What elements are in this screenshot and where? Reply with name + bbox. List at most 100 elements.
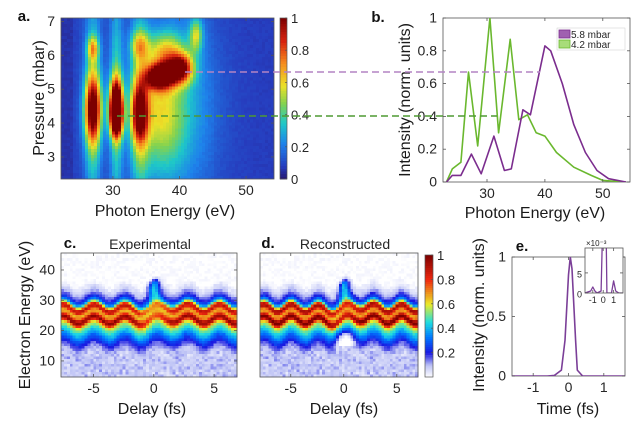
heatmap-cell: [87, 268, 91, 272]
heatmap-cell: [238, 44, 242, 49]
heatmap-cell: [232, 170, 236, 174]
heatmap-cell: [116, 333, 121, 337]
heatmap-cell: [107, 278, 112, 283]
heatmap-cell: [121, 146, 125, 150]
heatmap-cell: [199, 110, 203, 115]
heatmap-cell: [121, 77, 125, 82]
heatmap-cell: [241, 32, 245, 37]
heatmap-cell: [271, 107, 274, 112]
heatmap-cell: [157, 32, 161, 37]
heatmap-cell: [112, 158, 116, 162]
heatmap-cell: [259, 38, 263, 43]
heatmap-cell: [73, 110, 77, 115]
heatmap-cell: [107, 348, 112, 352]
heatmap-cell: [238, 74, 242, 79]
heatmap-cell: [118, 89, 122, 94]
heatmap-cell: [193, 134, 197, 138]
heatmap-cell: [226, 71, 230, 76]
heatmap-cell: [247, 80, 251, 85]
heatmap-cell: [81, 265, 86, 270]
heatmap-cell: [154, 143, 158, 147]
heatmap-cell: [178, 77, 182, 82]
heatmap-cell: [250, 101, 254, 106]
heatmap-cell: [103, 152, 107, 156]
heatmap-cell: [223, 74, 227, 79]
heatmap-cell: [72, 276, 77, 280]
heatmap-cell: [148, 38, 152, 43]
heatmap-cell: [166, 92, 170, 97]
heatmap-cell: [205, 65, 209, 70]
heatmap-cell: [250, 71, 254, 76]
heatmap-cell: [145, 62, 149, 67]
heatmap-cell: [115, 92, 119, 97]
colorbar-segment: [280, 74, 287, 78]
heatmap-cell: [202, 56, 206, 61]
heatmap-cell: [232, 44, 236, 49]
heatmap-cell: [154, 74, 158, 79]
heatmap-cell: [169, 41, 173, 46]
heatmap-cell: [238, 143, 242, 147]
heatmap-cell: [64, 53, 68, 58]
heatmap-cell: [157, 167, 161, 171]
heatmap-cell: [256, 41, 260, 46]
heatmap-cell: [105, 364, 109, 368]
heatmap-cell: [175, 110, 179, 115]
heatmap-cell: [169, 143, 173, 147]
heatmap-cell: [66, 281, 71, 285]
heatmap-cell: [196, 83, 200, 88]
heatmap-cell: [66, 374, 71, 378]
heatmap-cell: [82, 125, 86, 129]
heatmap-cell: [163, 26, 167, 31]
heatmap-cell: [139, 92, 143, 97]
heatmap-cell: [214, 176, 218, 179]
heatmap-cell: [100, 59, 104, 64]
heatmap-cell: [69, 353, 74, 357]
heatmap-cell: [75, 351, 80, 355]
heatmap-cell: [232, 116, 236, 120]
heatmap-cell: [172, 140, 176, 144]
heatmap-cell: [232, 26, 236, 31]
heatmap-cell: [259, 101, 263, 106]
colorbar-frame: [279, 17, 288, 180]
heatmap-cell: [121, 143, 125, 147]
heatmap-cell: [79, 23, 83, 28]
heatmap-cell: [113, 284, 118, 288]
heatmap-cell: [69, 302, 74, 306]
heatmap-cell: [76, 83, 80, 88]
heatmap-cell: [85, 83, 89, 88]
heatmap-cell: [154, 32, 158, 37]
heatmap-cell: [265, 50, 269, 55]
colorbar-segment: [280, 170, 287, 175]
heatmap-cell: [142, 164, 146, 168]
heatmap-cell: [166, 77, 170, 82]
heatmap-cell: [99, 340, 103, 345]
heatmap-cell: [113, 294, 118, 298]
heatmap-cell: [259, 18, 263, 22]
heatmap-cell: [226, 32, 230, 37]
heatmap-cell: [67, 98, 71, 103]
heatmap-cell: [112, 104, 116, 109]
heatmap-cell: [87, 374, 91, 378]
heatmap-cell: [93, 273, 97, 277]
heatmap-cell: [241, 56, 245, 61]
heatmap-cell: [75, 374, 80, 378]
heatmap-cell: [109, 134, 113, 138]
colorbar-segment: [280, 63, 287, 67]
heatmap-cell: [97, 170, 101, 174]
heatmap-cell: [184, 98, 188, 103]
heatmap-cell: [102, 343, 106, 347]
heatmap-cell: [121, 32, 125, 37]
heatmap-cell: [208, 98, 212, 103]
heatmap-cell: [256, 29, 260, 34]
heatmap-cell: [196, 134, 200, 138]
heatmap-cell: [235, 89, 239, 94]
heatmap-cell: [91, 116, 95, 120]
heatmap-cell: [256, 155, 260, 159]
heatmap-cell: [229, 131, 233, 135]
heatmap-cell: [75, 330, 80, 334]
heatmap-cell: [61, 74, 65, 79]
heatmap-cell: [99, 325, 103, 329]
heatmap-cell: [112, 113, 116, 117]
heatmap-cell: [226, 176, 230, 179]
heatmap-cell: [66, 263, 71, 267]
